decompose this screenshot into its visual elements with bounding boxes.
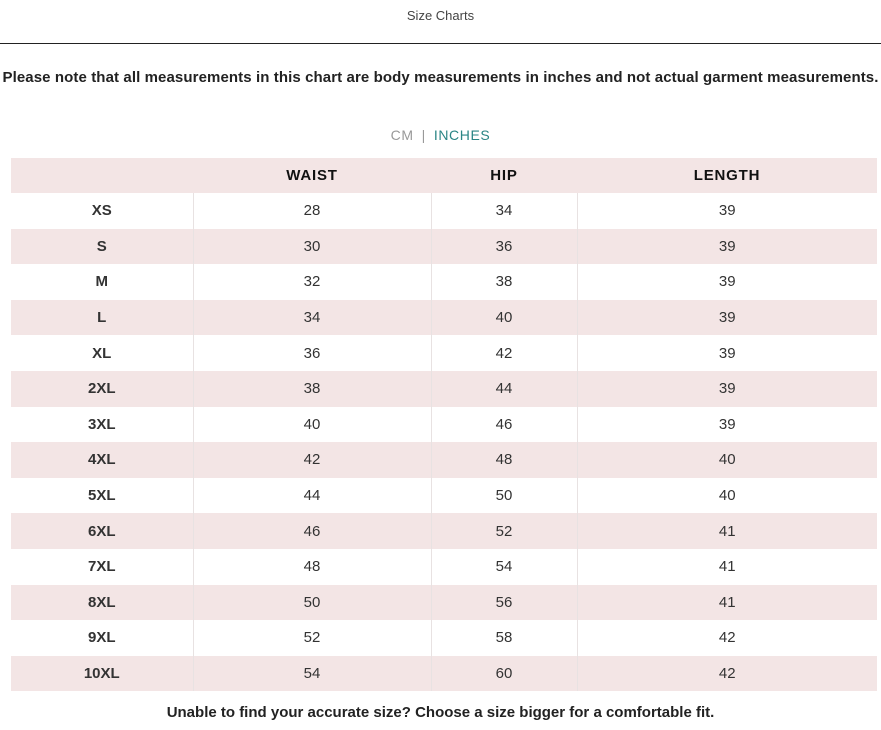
measurement-cell: 32 bbox=[192, 264, 431, 300]
column-header bbox=[11, 158, 193, 193]
measurement-cell: 58 bbox=[430, 620, 577, 656]
measurement-cell: 36 bbox=[430, 228, 577, 265]
measurement-cell: 40 bbox=[576, 477, 877, 514]
size-label: XL bbox=[92, 344, 112, 362]
measurement-cell: 39 bbox=[576, 335, 877, 371]
table-row: 4XL 42 48 40 bbox=[11, 442, 877, 478]
table-row: 6XL 46 52 41 bbox=[11, 513, 877, 549]
measurement-cell: 54 bbox=[430, 548, 577, 585]
page-title: Size Charts bbox=[406, 8, 475, 23]
size-label: 10XL bbox=[11, 655, 193, 692]
measurement-cell: 39 bbox=[576, 264, 877, 300]
measurement-cell: 50 bbox=[192, 584, 431, 621]
table-header-row: WAIST HIP LENGTH bbox=[11, 158, 877, 193]
fit-advice: Unable to find your accurate size? Choos… bbox=[166, 704, 715, 721]
unit-separator: | bbox=[421, 127, 426, 143]
size-label: XS bbox=[91, 202, 112, 220]
measurement-cell: 48 bbox=[430, 442, 577, 478]
measurement-note: Please note that all measurements in thi… bbox=[2, 69, 879, 86]
column-header: HIP bbox=[431, 158, 577, 193]
measurement-cell: 56 bbox=[430, 584, 577, 621]
table-row: 10XL 54 60 42 bbox=[11, 655, 877, 692]
measurement-cell: 50 bbox=[430, 477, 577, 514]
size-label: 5XL bbox=[87, 487, 116, 505]
measurement-cell: 41 bbox=[576, 548, 877, 585]
size-label: 9XL bbox=[87, 629, 116, 647]
measurement-cell: 38 bbox=[430, 264, 577, 300]
table-row: 2XL 38 44 39 bbox=[11, 370, 877, 407]
divider bbox=[0, 43, 881, 44]
size-label: 4XL bbox=[11, 442, 193, 478]
measurement-cell: 39 bbox=[576, 228, 877, 265]
measurement-cell: 39 bbox=[576, 406, 877, 443]
measurement-cell: 39 bbox=[576, 193, 877, 229]
measurement-cell: 28 bbox=[192, 193, 431, 229]
measurement-cell: 39 bbox=[576, 299, 877, 336]
measurement-cell: 42 bbox=[576, 655, 877, 692]
size-label: 6XL bbox=[11, 513, 193, 549]
measurement-cell: 54 bbox=[192, 655, 431, 692]
column-header: WAIST bbox=[193, 158, 431, 193]
table-row: XL 36 42 39 bbox=[11, 335, 877, 371]
unit-inches-button[interactable]: INCHES bbox=[433, 127, 491, 143]
measurement-cell: 52 bbox=[430, 513, 577, 549]
table-row: XS 28 34 39 bbox=[11, 193, 877, 229]
size-label: 3XL bbox=[87, 415, 116, 433]
measurement-cell: 46 bbox=[430, 406, 577, 443]
measurement-cell: 40 bbox=[576, 442, 877, 478]
size-label: 8XL bbox=[11, 584, 193, 621]
measurement-cell: 46 bbox=[192, 513, 431, 549]
size-chart-table: WAIST HIP LENGTH XS 28 34 39 S 30 36 39 M 32 38 39 L 34… bbox=[11, 158, 877, 692]
table-row: 5XL 44 50 40 bbox=[11, 477, 877, 514]
measurement-cell: 48 bbox=[192, 548, 431, 585]
measurement-cell: 42 bbox=[430, 335, 577, 371]
table-row: M 32 38 39 bbox=[11, 264, 877, 300]
size-label: S bbox=[11, 228, 193, 265]
unit-toggle: CM | INCHES bbox=[0, 127, 881, 143]
table-row: S 30 36 39 bbox=[11, 228, 877, 265]
size-label: 2XL bbox=[11, 370, 193, 407]
measurement-cell: 44 bbox=[430, 370, 577, 407]
measurement-cell: 30 bbox=[192, 228, 431, 265]
measurement-cell: 40 bbox=[430, 299, 577, 336]
measurement-cell: 52 bbox=[192, 620, 431, 656]
measurement-cell: 41 bbox=[576, 584, 877, 621]
size-label: L bbox=[11, 299, 193, 336]
measurement-cell: 36 bbox=[192, 335, 431, 371]
unit-cm-button[interactable]: CM bbox=[390, 127, 414, 143]
size-label: 7XL bbox=[87, 558, 116, 576]
table-row: 9XL 52 58 42 bbox=[11, 620, 877, 656]
table-row: 7XL 48 54 41 bbox=[11, 548, 877, 585]
measurement-cell: 44 bbox=[192, 477, 431, 514]
table-row: 8XL 50 56 41 bbox=[11, 584, 877, 621]
measurement-cell: 42 bbox=[576, 620, 877, 656]
table-row: 3XL 40 46 39 bbox=[11, 406, 877, 443]
measurement-cell: 40 bbox=[192, 406, 431, 443]
measurement-cell: 39 bbox=[576, 370, 877, 407]
size-label: M bbox=[95, 273, 109, 291]
measurement-cell: 38 bbox=[192, 370, 431, 407]
column-header: LENGTH bbox=[577, 158, 877, 193]
measurement-cell: 34 bbox=[192, 299, 431, 336]
measurement-cell: 42 bbox=[192, 442, 431, 478]
measurement-cell: 34 bbox=[430, 193, 577, 229]
measurement-cell: 41 bbox=[576, 513, 877, 549]
measurement-cell: 60 bbox=[430, 655, 577, 692]
table-row: L 34 40 39 bbox=[11, 299, 877, 336]
